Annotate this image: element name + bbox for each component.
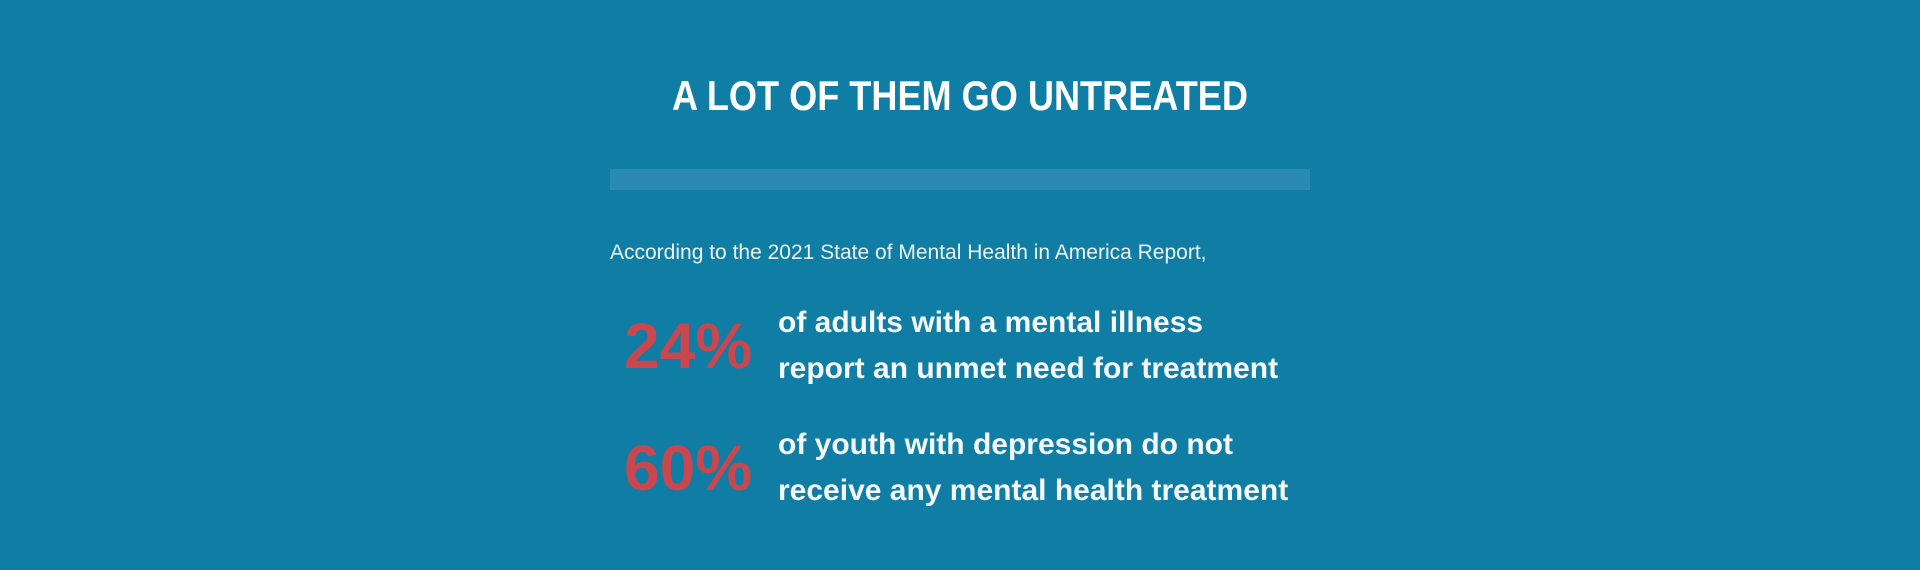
page-title: A LOT OF THEM GO UNTREATED (672, 72, 1248, 119)
stat-description-line: of youth with depression do not (778, 428, 1233, 461)
stat-description-line: report an unmet need for treatment (778, 352, 1279, 385)
stat-description-line: receive any mental health treatment (778, 474, 1289, 507)
stat-value: 60% (624, 432, 753, 504)
stat-item-adults: 24% of adults with a mental illness repo… (610, 300, 1330, 410)
stat-item-youth: 60% of youth with depression do not rece… (610, 422, 1330, 532)
stat-description: of youth with depression do not receive … (778, 422, 1318, 514)
stat-value: 24% (624, 310, 753, 382)
stat-description-line: of adults with a mental illness (778, 306, 1204, 339)
divider-bar (610, 169, 1310, 190)
intro-text: According to the 2021 State of Mental He… (610, 241, 1207, 264)
stat-description: of adults with a mental illness report a… (778, 300, 1318, 392)
